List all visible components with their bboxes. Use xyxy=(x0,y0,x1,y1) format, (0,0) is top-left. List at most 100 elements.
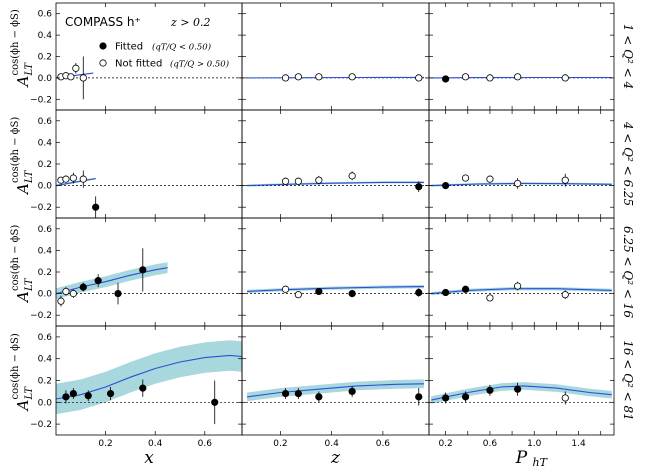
data-point-not-fitted xyxy=(514,179,522,188)
panel-r3-c3 xyxy=(428,217,615,327)
panel-frame xyxy=(241,109,430,219)
legend-condition-not-fitted: (qT/Q > 0.50) xyxy=(170,59,229,70)
data-point-not-fitted xyxy=(62,175,70,183)
data-point-fitted xyxy=(461,285,470,293)
y-tick-label: 0.4 xyxy=(38,246,53,256)
y-tick-label: 0.0 xyxy=(38,182,53,192)
model-curve xyxy=(431,385,612,401)
data-point-not-fitted xyxy=(72,64,80,72)
row-label-text: 4 < Q² < 6.25 xyxy=(621,121,635,206)
y-tick-label: 0.4 xyxy=(38,31,53,41)
model-curve xyxy=(247,181,424,187)
data-point-fitted xyxy=(294,389,302,398)
y-tick-label: 0.2 xyxy=(38,53,52,63)
data-point-fitted xyxy=(69,389,77,398)
data-point-not-fitted xyxy=(294,291,302,299)
data-point-not-fitted xyxy=(486,175,494,183)
y-tick-label: 0.4 xyxy=(38,138,53,148)
data-point-not-fitted xyxy=(67,73,75,81)
x-tick-label: 0.2 xyxy=(273,439,287,449)
data-point-fitted xyxy=(94,277,102,285)
panel-r1-c3 xyxy=(428,2,615,111)
model-curve xyxy=(431,288,612,295)
data-point-not-fitted xyxy=(461,174,470,182)
legend: Fitted (qT/Q < 0.50) Not fitted (qT/Q > … xyxy=(99,42,229,70)
y-tick-label: 0.6 xyxy=(38,10,53,20)
x-tick-label: 1.4 xyxy=(571,439,586,449)
y-axis-label-superscript: cos(ϕh − ϕS) xyxy=(10,333,21,399)
row-label-text: 16 < Q² < 81 xyxy=(621,340,635,421)
y-tick-label: 0.6 xyxy=(38,333,53,343)
model-curve xyxy=(247,286,424,292)
data-point-not-fitted xyxy=(514,73,522,81)
y-tick-label: 0.0 xyxy=(38,290,53,300)
legend-condition-fitted: (qT/Q < 0.50) xyxy=(152,42,211,53)
y-axis-label-main: A xyxy=(14,400,32,413)
cut-label: z > 0.2 xyxy=(170,16,211,29)
panel-r4-c2: 0.2 0.4 0.6 xyxy=(241,325,430,449)
y-tick-label: 0.0 xyxy=(38,74,53,84)
data-point-fitted xyxy=(348,289,356,298)
data-point-not-fitted xyxy=(69,289,77,298)
panel-r2-c1: −0.2 0.0 0.2 0.4 0.6 xyxy=(30,109,243,219)
data-point-fitted xyxy=(62,393,70,401)
data-point-not-fitted xyxy=(348,172,356,180)
x-axis-label-c2: z xyxy=(330,448,341,468)
y-tick-label: 0.6 xyxy=(38,117,53,127)
y-axis-label-superscript: cos(ϕh − ϕS) xyxy=(10,117,21,183)
x-tick-label: 0.2 xyxy=(98,439,112,449)
panel-r4-c3: 0.2 0.6 1.0 1.4 xyxy=(428,325,615,449)
error-band xyxy=(247,379,424,402)
y-tick-label: −0.2 xyxy=(30,311,52,321)
data-point-fitted xyxy=(211,398,219,406)
data-point-fitted xyxy=(139,384,147,392)
data-point-fitted xyxy=(92,203,100,211)
legend-marker-not-fitted xyxy=(99,59,107,67)
data-point-fitted xyxy=(84,392,92,400)
data-point-fitted xyxy=(114,289,122,298)
chart-title: COMPASS h⁺ xyxy=(65,15,141,29)
error-band xyxy=(431,382,612,404)
y-tick-label: 0.0 xyxy=(38,398,53,408)
data-point-fitted xyxy=(281,389,290,398)
model-curve xyxy=(431,182,612,187)
panel-r4-c1: −0.2 0.0 0.2 0.4 0.6 0.2 0.4 0.6 xyxy=(30,325,243,449)
data-point-fitted xyxy=(415,183,423,191)
y-axis-label-subscript: LT xyxy=(24,169,35,184)
panel-r3-c1: −0.2 0.0 0.2 0.4 0.6 xyxy=(30,217,243,327)
data-point-fitted xyxy=(461,393,470,401)
data-point-fitted xyxy=(315,393,323,401)
data-point-fitted xyxy=(442,182,450,190)
data-point-not-fitted xyxy=(486,294,494,302)
data-point-fitted xyxy=(442,394,450,402)
y-tick-label: 0.4 xyxy=(38,355,53,365)
data-point-not-fitted xyxy=(561,176,569,184)
x-tick-label: 0.6 xyxy=(483,439,498,449)
model-curve xyxy=(55,178,96,187)
data-point-not-fitted xyxy=(315,73,323,81)
x-tick-label: 0.6 xyxy=(376,439,391,449)
row-label-text: 1 < Q² < 4 xyxy=(621,24,635,89)
panel-r1-c2 xyxy=(241,2,430,111)
panel-frame xyxy=(428,325,615,436)
row-label-text: 6.25 < Q² < 16 xyxy=(621,226,635,318)
data-point-not-fitted xyxy=(294,177,302,185)
data-point-fitted xyxy=(315,287,323,296)
legend-marker-fitted xyxy=(99,42,107,50)
y-axis-label-subscript: LT xyxy=(24,62,35,77)
row-labels: 1 < Q² < 4 4 < Q² < 6.25 6.25 < Q² < 16 16 … xyxy=(621,24,635,421)
panel-r2-c3 xyxy=(428,109,615,219)
data-point-not-fitted xyxy=(69,174,77,182)
data-point-not-fitted xyxy=(415,74,423,82)
data-point-not-fitted xyxy=(514,282,522,290)
data-point-fitted xyxy=(442,75,450,83)
y-tick-label: −0.2 xyxy=(30,203,52,213)
y-tick-label: 0.6 xyxy=(38,225,53,235)
data-point-fitted xyxy=(415,288,423,297)
y-tick-label: 0.2 xyxy=(38,268,52,278)
panel-r2-c2 xyxy=(241,109,430,219)
